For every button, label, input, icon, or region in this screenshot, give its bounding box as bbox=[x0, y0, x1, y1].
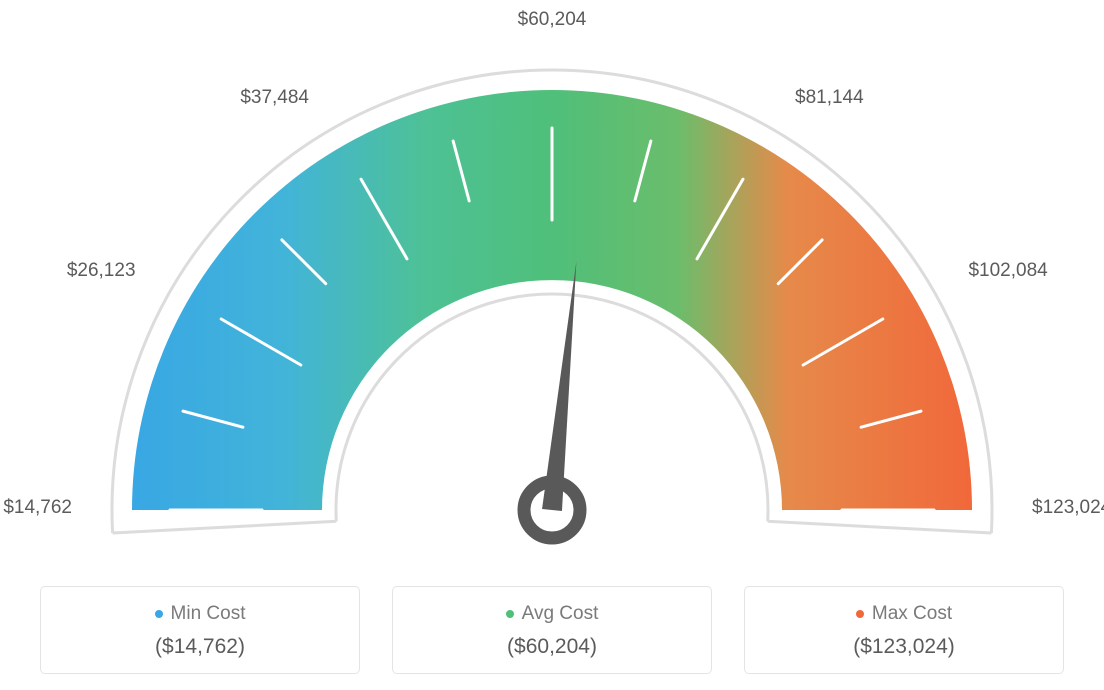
gauge-chart: $14,762 $26,123 $37,484 $60,204 $81,144 $102,… bbox=[0, 0, 1104, 560]
legend-value-avg: ($60,204) bbox=[393, 635, 711, 659]
gauge-tick-label: $14,762 bbox=[3, 497, 72, 519]
gauge-tick-label: $102,084 bbox=[968, 260, 1047, 282]
legend-row: Min Cost ($14,762) Avg Cost ($60,204) Ma… bbox=[0, 586, 1104, 674]
gauge-tick-label: $81,144 bbox=[795, 87, 864, 109]
legend-card-min: Min Cost ($14,762) bbox=[40, 586, 360, 674]
legend-title-max: Max Cost bbox=[856, 603, 952, 625]
legend-title-min: Min Cost bbox=[155, 603, 246, 625]
gauge-tick-label: $37,484 bbox=[240, 87, 309, 109]
legend-title-text: Max Cost bbox=[872, 603, 952, 625]
gauge-tick-label: $123,024 bbox=[1032, 497, 1104, 519]
legend-value-max: ($123,024) bbox=[745, 635, 1063, 659]
legend-title-avg: Avg Cost bbox=[506, 603, 599, 625]
legend-title-text: Min Cost bbox=[171, 603, 246, 625]
gauge-tick-label: $26,123 bbox=[67, 260, 136, 282]
dot-icon bbox=[856, 610, 864, 618]
gauge-svg bbox=[0, 0, 1104, 560]
legend-title-text: Avg Cost bbox=[522, 603, 599, 625]
dot-icon bbox=[506, 610, 514, 618]
legend-card-avg: Avg Cost ($60,204) bbox=[392, 586, 712, 674]
gauge-tick-label: $60,204 bbox=[507, 9, 597, 31]
legend-value-min: ($14,762) bbox=[41, 635, 359, 659]
dot-icon bbox=[155, 610, 163, 618]
legend-card-max: Max Cost ($123,024) bbox=[744, 586, 1064, 674]
